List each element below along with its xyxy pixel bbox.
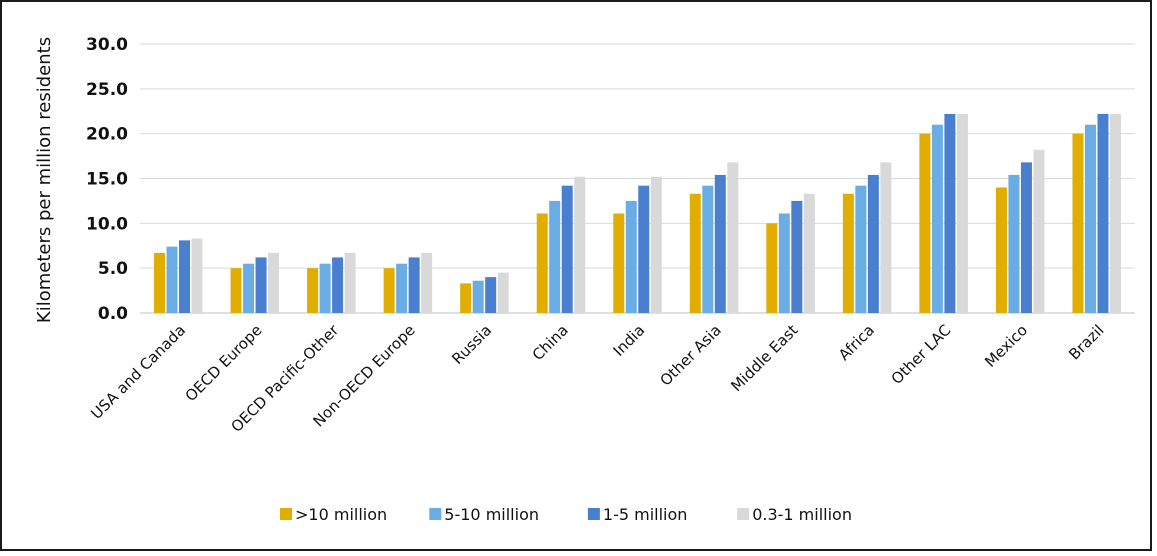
x-tick-label: India bbox=[610, 321, 649, 360]
bar bbox=[574, 176, 586, 313]
bar bbox=[766, 223, 778, 313]
bar bbox=[791, 200, 803, 313]
bar bbox=[166, 246, 178, 313]
bar bbox=[919, 133, 931, 313]
legend-label: 0.3-1 million bbox=[752, 505, 852, 524]
legend-swatch bbox=[280, 508, 292, 520]
bar bbox=[842, 193, 854, 313]
bar bbox=[1020, 162, 1032, 313]
bar bbox=[867, 174, 879, 313]
bar bbox=[803, 193, 815, 313]
bars bbox=[154, 113, 1121, 313]
y-tick-label: 0.0 bbox=[98, 304, 128, 324]
bar bbox=[944, 113, 956, 313]
bar bbox=[613, 213, 625, 313]
bar bbox=[1097, 113, 1109, 313]
x-tick-label: Brazil bbox=[1065, 321, 1107, 363]
x-tick-label: Other Asia bbox=[656, 321, 724, 389]
bar bbox=[549, 200, 561, 313]
bar bbox=[1109, 113, 1121, 313]
bar bbox=[421, 252, 433, 313]
bar bbox=[638, 185, 650, 313]
y-axis-title: Kilometers per million residents bbox=[34, 37, 55, 323]
x-tick-label: China bbox=[529, 321, 572, 364]
x-tick-label: Middle East bbox=[727, 321, 801, 395]
bar bbox=[460, 283, 472, 313]
bar bbox=[855, 185, 867, 313]
bar bbox=[727, 162, 739, 313]
bar bbox=[383, 268, 395, 313]
bar bbox=[778, 213, 790, 313]
y-tick-label: 25.0 bbox=[86, 80, 128, 100]
bar bbox=[243, 263, 255, 313]
legend: >10 million 5-10 million 1-5 million 0.3-1 … bbox=[280, 505, 852, 524]
y-tick-label: 15.0 bbox=[86, 170, 128, 190]
bar bbox=[995, 187, 1007, 313]
x-tick-label: Other LAC bbox=[888, 321, 955, 388]
bar bbox=[344, 252, 356, 313]
y-tick-label: 30.0 bbox=[86, 35, 128, 55]
bar bbox=[179, 240, 191, 313]
legend-label: 1-5 million bbox=[603, 505, 688, 524]
legend-swatch bbox=[587, 508, 600, 520]
bar bbox=[880, 162, 892, 313]
bar bbox=[230, 268, 242, 313]
y-tick-label: 5.0 bbox=[98, 259, 128, 279]
bar bbox=[396, 263, 408, 313]
bar bbox=[1033, 149, 1045, 313]
bar bbox=[332, 257, 344, 313]
bar bbox=[931, 124, 943, 313]
legend-swatch bbox=[429, 508, 442, 520]
x-tick-label: Africa bbox=[835, 321, 878, 364]
y-tick-label: 10.0 bbox=[86, 214, 128, 234]
bar bbox=[561, 185, 573, 313]
bar bbox=[307, 268, 319, 313]
bar bbox=[702, 185, 714, 313]
bar bbox=[497, 272, 509, 313]
bar bbox=[956, 113, 968, 313]
bar bbox=[268, 252, 280, 313]
bar bbox=[625, 200, 637, 313]
bar bbox=[485, 277, 497, 313]
bar bbox=[408, 257, 420, 313]
bar bbox=[1008, 174, 1020, 313]
gridlines bbox=[140, 43, 1135, 314]
x-tick-label: USA and Canada bbox=[87, 321, 189, 423]
bar bbox=[319, 263, 331, 313]
bar bbox=[689, 193, 701, 313]
bar bbox=[154, 252, 166, 313]
bar bbox=[714, 174, 726, 313]
y-axis-ticks: 0.0 5.0 10.0 15.0 20.0 25.0 30.0 bbox=[86, 35, 128, 324]
legend-swatch bbox=[737, 508, 750, 520]
bar bbox=[255, 257, 267, 313]
y-tick-label: 20.0 bbox=[86, 125, 128, 145]
legend-label: >10 million bbox=[295, 505, 387, 524]
bar bbox=[472, 280, 484, 313]
bar bbox=[650, 176, 662, 313]
bar bbox=[1084, 124, 1096, 313]
bar bbox=[191, 238, 203, 313]
x-tick-label: Russia bbox=[448, 321, 495, 368]
bar bbox=[1072, 133, 1084, 313]
legend-label: 5-10 million bbox=[444, 505, 539, 524]
bar bbox=[536, 213, 548, 313]
x-tick-label: OECD Europe bbox=[182, 321, 266, 405]
x-tick-label: Mexico bbox=[981, 321, 1031, 371]
